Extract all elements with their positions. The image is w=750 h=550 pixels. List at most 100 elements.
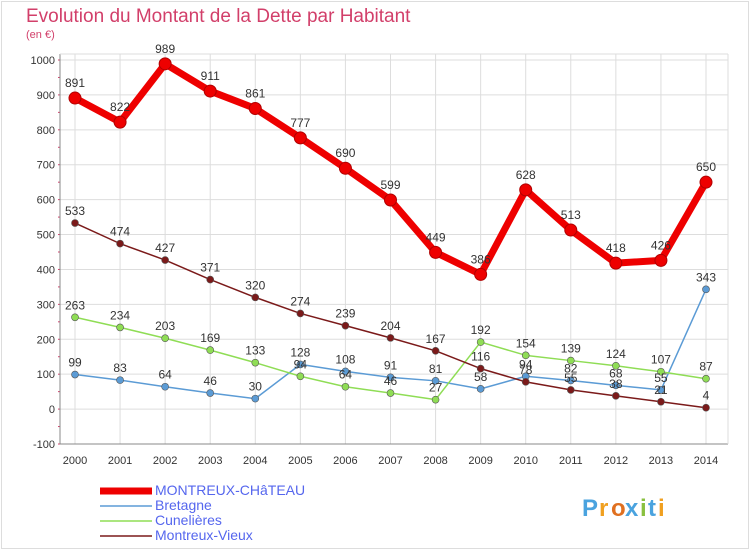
x-tick-label: 2012 (604, 455, 628, 467)
data-label: 116 (471, 350, 490, 364)
data-point (476, 338, 485, 346)
data-label: 30 (249, 380, 263, 394)
x-tick-label: 2006 (333, 455, 357, 467)
data-point (203, 84, 217, 98)
data-label: 27 (429, 381, 443, 395)
data-label: 91 (384, 358, 398, 372)
data-point (702, 374, 710, 383)
data-label: 911 (201, 69, 220, 83)
data-point (609, 256, 623, 270)
data-label: 68 (609, 366, 623, 380)
x-tick-label: 2007 (378, 455, 402, 467)
data-label: 46 (204, 374, 218, 388)
legend-label: MONTREUX-CHâTEAU (155, 482, 305, 498)
data-label: 427 (155, 241, 175, 255)
data-point (248, 102, 262, 116)
data-point (341, 367, 350, 376)
x-tick-label: 2005 (288, 455, 312, 467)
data-label: 154 (516, 336, 536, 350)
data-label: 78 (519, 363, 533, 377)
data-point (476, 385, 485, 393)
data-label: 46 (384, 374, 398, 388)
data-label: 38 (609, 377, 623, 391)
x-tick-label: 2004 (243, 455, 267, 467)
y-tick-label: 700 (37, 160, 55, 172)
data-label: 64 (158, 368, 172, 382)
data-label: 650 (696, 160, 716, 174)
data-label: 204 (380, 319, 400, 333)
data-point (296, 372, 305, 381)
data-point (251, 358, 260, 367)
y-tick-label: 900 (37, 90, 55, 102)
y-tick-label: 300 (37, 299, 55, 311)
data-point (116, 323, 124, 332)
legend: MONTREUX-CHâTEAUBretagneCunelièresMontre… (100, 482, 305, 543)
data-label: 87 (699, 360, 713, 374)
data-label: 861 (245, 87, 265, 101)
data-label: 386 (471, 252, 491, 266)
data-point (296, 309, 305, 318)
data-label: 192 (471, 323, 491, 337)
data-point (431, 395, 440, 404)
data-point (566, 386, 575, 394)
data-label: 239 (335, 307, 355, 321)
x-tick-label: 2009 (468, 455, 492, 467)
data-point (71, 219, 79, 227)
logo-letter: i (640, 495, 647, 522)
x-tick-label: 2001 (108, 455, 132, 467)
data-label: 94 (519, 357, 533, 371)
series (68, 57, 713, 412)
data-point (206, 346, 215, 354)
x-tick-label: 2002 (153, 455, 177, 467)
logo-letter: i (658, 495, 665, 522)
data-label: 167 (426, 332, 446, 346)
data-point (654, 253, 668, 267)
data-point (338, 161, 352, 175)
logo-letter: o (611, 495, 626, 522)
data-label: 234 (110, 308, 130, 322)
data-point (521, 351, 530, 360)
data-point (521, 378, 530, 386)
data-point (566, 356, 575, 365)
data-label: 822 (110, 100, 130, 114)
data-point (158, 57, 172, 71)
series-1 (71, 285, 710, 403)
logo-letter: x (625, 495, 639, 522)
data-label: 81 (429, 362, 443, 376)
data-label: 989 (155, 42, 175, 56)
data-point (206, 275, 215, 284)
data-label: 128 (290, 345, 310, 359)
data-label: 82 (564, 361, 578, 375)
data-label: 533 (65, 204, 85, 218)
data-point (386, 334, 395, 342)
axes: -100 0 100 200 300 400 500 600 700 800 900 1000 2000… (31, 53, 729, 467)
data-label: 599 (380, 178, 400, 192)
data-label: 426 (651, 238, 671, 252)
data-label: 108 (335, 352, 355, 366)
data-label: 690 (335, 146, 355, 160)
data-point (341, 321, 350, 330)
x-tick-label: 2003 (198, 455, 222, 467)
y-tick-label: 600 (37, 195, 55, 207)
x-tick-label: 2013 (649, 455, 673, 467)
data-label: 21 (654, 383, 668, 397)
data-label: 628 (516, 168, 536, 182)
data-label: 4 (703, 389, 710, 403)
grid (60, 54, 728, 445)
x-tick-label: 2011 (559, 455, 583, 467)
data-point (161, 382, 169, 391)
data-point (161, 256, 169, 264)
data-point (116, 376, 124, 384)
logo-letter: r (599, 495, 608, 522)
data-point (161, 334, 169, 343)
data-label: 371 (200, 261, 220, 275)
logo-letter: t (648, 495, 656, 522)
legend-label: Bretagne (155, 497, 212, 513)
data-label: 418 (606, 241, 626, 255)
y-tick-label: 200 (37, 334, 55, 346)
data-point (206, 389, 215, 397)
series-0 (68, 57, 713, 281)
